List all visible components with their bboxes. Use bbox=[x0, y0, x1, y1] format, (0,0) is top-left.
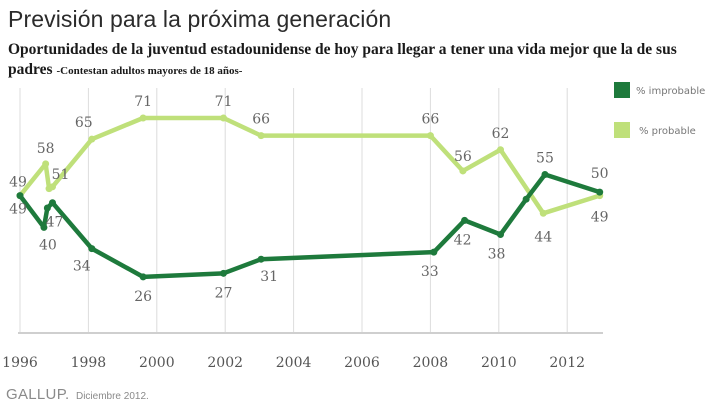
legend-swatch-improbable bbox=[614, 82, 630, 98]
series-line-probable bbox=[17, 115, 602, 216]
grid-lines bbox=[19, 88, 568, 333]
data-label: 47 bbox=[46, 215, 64, 231]
data-label: 40 bbox=[39, 237, 57, 253]
data-label: 49 bbox=[591, 210, 609, 226]
data-label: 56 bbox=[454, 149, 472, 165]
x-tick-label: 1998 bbox=[71, 355, 107, 371]
data-label: 65 bbox=[75, 115, 93, 131]
source-brand: GALLUP. bbox=[6, 386, 70, 403]
data-point bbox=[461, 216, 469, 224]
data-label: 27 bbox=[215, 285, 233, 301]
data-point bbox=[16, 192, 24, 200]
legend-label-improbable: % improbable bbox=[636, 86, 705, 97]
data-label: 66 bbox=[252, 112, 270, 128]
chart-title: Previsión para la próxima generación bbox=[8, 6, 392, 32]
data-label: 31 bbox=[260, 269, 278, 285]
data-labels: 49 40 47 34 26 27 31 33 42 38 55 50 49 58 51 65 71 71 66 66… bbox=[9, 94, 609, 305]
chart-subtitle: Oportunidades de la juventud estadounide… bbox=[8, 40, 720, 81]
x-tick-label: 2012 bbox=[549, 355, 585, 371]
x-tick-label: 1996 bbox=[2, 355, 38, 371]
x-tick-label: 2000 bbox=[139, 355, 175, 371]
data-point bbox=[596, 188, 604, 196]
subtitle-text: Oportunidades de la juventud estadounide… bbox=[8, 41, 677, 78]
data-point bbox=[219, 269, 227, 277]
legend-swatch-probable bbox=[614, 122, 630, 138]
series-line-improbable bbox=[17, 172, 602, 280]
data-point bbox=[541, 170, 549, 178]
x-tick-label: 2006 bbox=[344, 355, 380, 371]
data-label: 42 bbox=[454, 232, 472, 248]
data-label: 49 bbox=[9, 202, 27, 218]
data-label: 49 bbox=[9, 175, 27, 191]
data-point bbox=[522, 195, 530, 203]
data-label: 38 bbox=[488, 246, 506, 262]
x-tick-labels: 1996 1998 2000 2002 2004 2006 2008 2010 2012 bbox=[2, 355, 585, 371]
data-point bbox=[257, 132, 265, 140]
data-point bbox=[219, 114, 227, 122]
source-date: Diciembre 2012. bbox=[75, 391, 149, 402]
data-point bbox=[497, 230, 505, 238]
data-label: 51 bbox=[52, 167, 70, 183]
data-point bbox=[139, 273, 147, 281]
data-point bbox=[430, 248, 438, 256]
data-point bbox=[48, 183, 56, 191]
series-lines bbox=[16, 114, 604, 281]
x-tick-label: 2004 bbox=[276, 355, 312, 371]
data-label: 34 bbox=[73, 259, 91, 275]
data-label: 33 bbox=[421, 264, 439, 280]
subtitle-note: -Contestan adultos mayores de 18 años- bbox=[56, 65, 243, 77]
data-point bbox=[426, 132, 434, 140]
data-label: 71 bbox=[215, 94, 233, 110]
data-point bbox=[40, 223, 48, 231]
data-point bbox=[42, 160, 50, 168]
data-label: 55 bbox=[536, 150, 554, 166]
data-point bbox=[48, 199, 56, 207]
data-point bbox=[459, 167, 467, 175]
data-label: 62 bbox=[492, 126, 510, 142]
data-label: 66 bbox=[421, 112, 439, 128]
source-footer: GALLUP. Diciembre 2012. bbox=[6, 386, 149, 404]
data-point bbox=[257, 255, 265, 263]
data-label: 50 bbox=[591, 166, 609, 182]
x-tick-label: 2008 bbox=[413, 355, 449, 371]
data-label: 58 bbox=[37, 141, 55, 157]
data-point bbox=[43, 204, 51, 212]
data-label: 44 bbox=[534, 229, 552, 245]
data-label: 71 bbox=[134, 94, 152, 110]
legend-label-probable: % probable bbox=[639, 126, 696, 137]
legend: % improbable % probable bbox=[614, 82, 705, 138]
data-label: 26 bbox=[134, 289, 152, 305]
x-tick-label: 2002 bbox=[207, 355, 243, 371]
data-point bbox=[139, 114, 147, 122]
data-point bbox=[88, 245, 96, 253]
data-point bbox=[539, 209, 547, 217]
data-point bbox=[88, 135, 96, 143]
x-tick-label: 2010 bbox=[481, 355, 517, 371]
data-point bbox=[497, 146, 505, 154]
